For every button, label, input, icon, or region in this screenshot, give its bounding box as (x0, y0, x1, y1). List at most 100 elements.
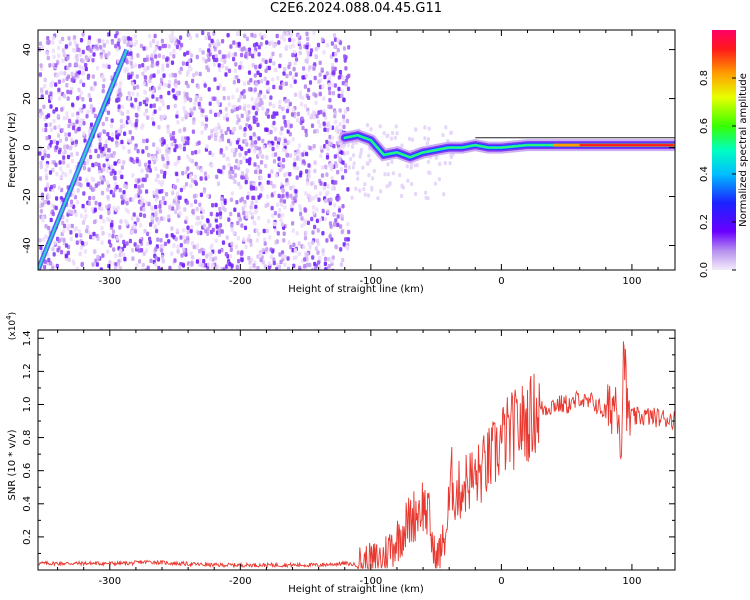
noise-cell (107, 64, 111, 70)
noise-cell (51, 80, 55, 85)
noise-cell (226, 126, 230, 132)
noise-cell (309, 114, 313, 119)
noise-cell (61, 48, 65, 53)
noise-cell (105, 39, 109, 45)
noise-cell (69, 209, 74, 215)
noise-cell (150, 53, 154, 58)
noise-cell (198, 47, 202, 53)
noise-cell (303, 257, 307, 262)
noise-cell (291, 137, 295, 142)
noise-cell (386, 172, 390, 177)
noise-cell (262, 144, 266, 150)
noise-cell (127, 138, 131, 143)
noise-cell (126, 209, 130, 214)
noise-cell (230, 108, 234, 114)
noise-cell (39, 146, 43, 151)
noise-cell (41, 127, 45, 132)
noise-cell (143, 112, 147, 117)
noise-cell (305, 262, 309, 268)
noise-cell (233, 165, 237, 170)
noise-cell (74, 226, 79, 231)
noise-cell (268, 101, 272, 107)
noise-cell (129, 60, 133, 66)
noise-cell (54, 63, 58, 68)
noise-cell (342, 118, 346, 124)
noise-cell (306, 36, 310, 42)
noise-cell (43, 149, 47, 154)
noise-cell (247, 233, 251, 239)
noise-cell (273, 221, 277, 227)
noise-cell (331, 63, 335, 68)
noise-cell (67, 123, 71, 129)
noise-cell (305, 169, 309, 174)
noise-cell (207, 262, 211, 267)
noise-cell (346, 150, 350, 156)
noise-cell (176, 244, 180, 250)
noise-cell (238, 152, 242, 158)
noise-cell (129, 51, 133, 56)
noise-cell (123, 194, 127, 200)
noise-cell (101, 231, 105, 236)
noise-cell (291, 107, 295, 113)
colorbar-tick-label: 0.6 (699, 118, 710, 134)
noise-cell (85, 114, 89, 119)
noise-cell (318, 123, 322, 129)
noise-cell (169, 133, 173, 138)
noise-cell (277, 156, 281, 162)
noise-cell (160, 216, 164, 221)
noise-cell (291, 43, 295, 48)
noise-cell (154, 197, 158, 202)
noise-cell (218, 67, 222, 73)
noise-cell (316, 42, 321, 48)
noise-cell (202, 56, 206, 62)
noise-cell (227, 53, 231, 59)
y-tick-label: 0.8 (22, 430, 33, 446)
noise-cell (84, 66, 88, 72)
noise-cell (167, 239, 171, 244)
noise-cell (242, 81, 247, 86)
noise-cell (141, 149, 145, 154)
noise-cell (273, 210, 277, 216)
noise-cell (98, 137, 102, 142)
noise-cell (170, 142, 174, 147)
noise-cell (125, 184, 129, 190)
noise-cell (52, 252, 56, 257)
noise-cell (87, 201, 91, 206)
noise-cell (283, 262, 287, 268)
noise-cell (317, 79, 321, 84)
noise-cell (153, 109, 157, 114)
noise-cell (322, 121, 326, 126)
noise-cell (243, 33, 247, 39)
noise-cell (119, 118, 123, 124)
noise-cell (105, 204, 109, 209)
noise-cell (297, 39, 301, 45)
noise-cell (87, 39, 91, 45)
noise-cell (98, 165, 102, 171)
noise-cell (198, 202, 202, 207)
noise-cell (208, 150, 212, 156)
noise-cell (175, 228, 179, 233)
noise-cell (67, 223, 71, 229)
noise-cell (69, 236, 73, 242)
noise-cell (181, 171, 185, 176)
noise-cell (186, 235, 190, 241)
noise-cell (232, 152, 237, 158)
noise-cell (337, 140, 341, 146)
noise-cell (166, 63, 170, 68)
noise-cell (87, 35, 92, 40)
noise-cell (175, 144, 179, 149)
noise-cell (274, 136, 278, 141)
noise-cell (85, 228, 89, 234)
noise-cell (189, 107, 193, 113)
noise-cell (211, 152, 215, 158)
noise-cell (280, 126, 284, 131)
snr-series-line (38, 341, 675, 569)
noise-cell (308, 145, 312, 151)
noise-cell (189, 35, 193, 41)
noise-cell (66, 96, 70, 101)
noise-cell (77, 87, 81, 93)
noise-cell (139, 201, 143, 206)
noise-cell (329, 141, 333, 147)
noise-cell (266, 194, 270, 199)
noise-cell (330, 186, 335, 191)
